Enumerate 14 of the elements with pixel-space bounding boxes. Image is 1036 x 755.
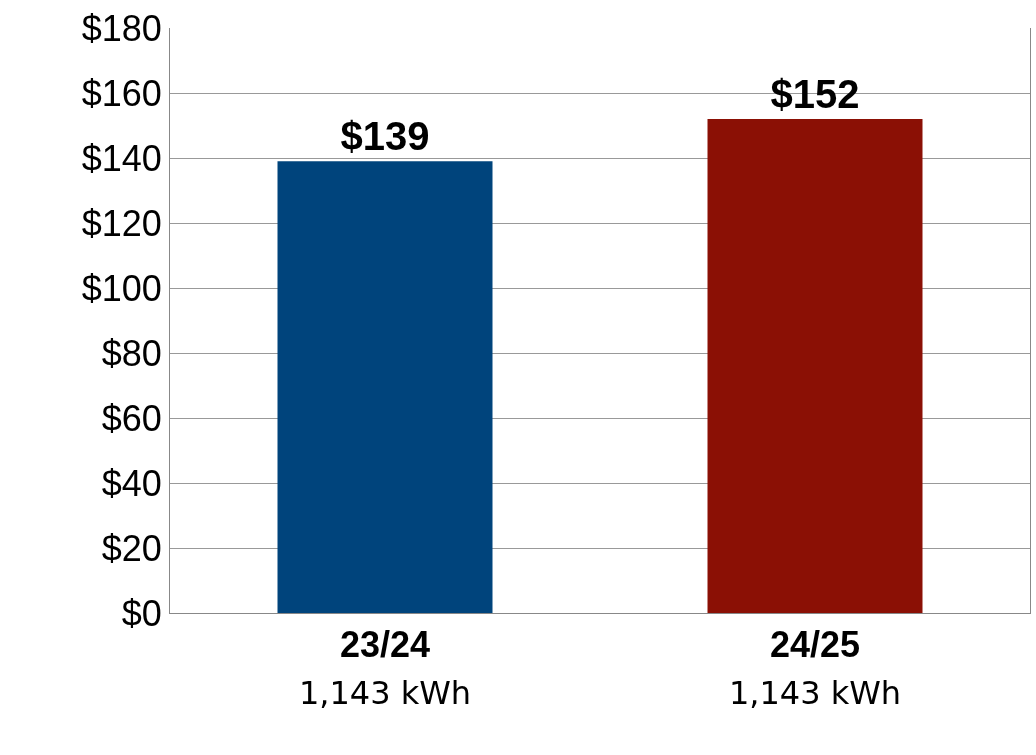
data-label: $139 <box>340 114 430 159</box>
y-tick-label: $60 <box>101 397 162 439</box>
y-tick-label: $180 <box>81 7 162 49</box>
y-tick-label: $40 <box>101 462 162 504</box>
x-tick-label: 24/25 1,143 kWh <box>728 624 902 712</box>
y-tick-label: $0 <box>121 592 162 634</box>
x-tick-label: 23/24 1,143 kWh <box>298 624 472 712</box>
y-tick-label: $160 <box>81 72 162 114</box>
y-tick-label: $120 <box>81 202 162 244</box>
y-tick-label: $80 <box>101 332 162 374</box>
data-label: $152 <box>770 72 860 116</box>
y-tick-label: $100 <box>81 267 162 309</box>
y-tick-label: $20 <box>101 527 162 569</box>
y-tick-label: $140 <box>81 137 162 179</box>
